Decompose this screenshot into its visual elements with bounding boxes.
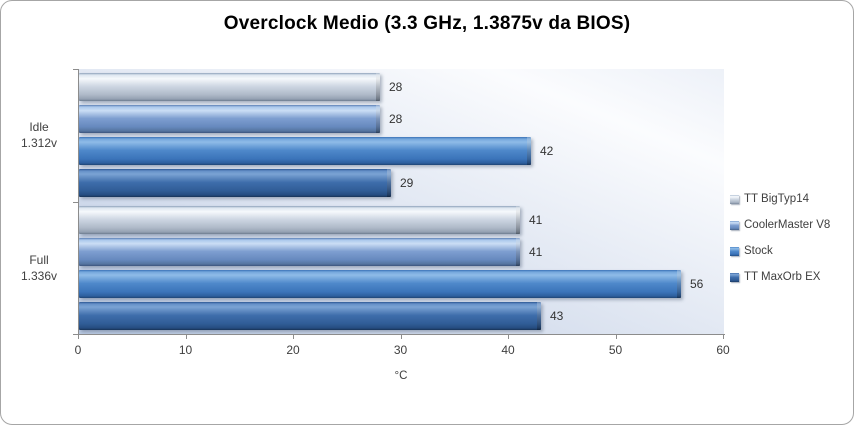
legend-marker	[730, 246, 739, 256]
x-axis-tick-label: 60	[716, 343, 730, 357]
bar-group-idle: 28 28 42 29	[79, 69, 724, 202]
legend-item-coolermaster-v8: CoolerMaster V8	[730, 219, 830, 231]
legend-marker	[730, 272, 739, 282]
bar-row: 56	[79, 269, 724, 298]
x-axis-tick-label: 20	[286, 343, 300, 357]
bar-value-label: 29	[400, 176, 414, 191]
legend-label: TT BigTyp14	[744, 193, 809, 205]
bar-value-label: 42	[540, 144, 554, 159]
bar-tt-maxorb-ex	[79, 301, 541, 330]
x-axis-tick-label: 10	[178, 343, 193, 357]
legend-label: CoolerMaster V8	[744, 219, 831, 231]
y-axis-tick	[73, 334, 78, 335]
bar-row: 42	[79, 137, 724, 166]
bar-row: 41	[79, 237, 724, 266]
x-axis-tick	[615, 335, 617, 339]
x-axis-title: °C	[394, 370, 408, 382]
legend-item-tt-bigtyp14: TT BigTyp14	[730, 193, 830, 205]
bar-value-label: 41	[529, 244, 543, 259]
category-label-idle: Idle 1.312v	[3, 119, 75, 151]
category-label-line: Idle	[29, 120, 49, 134]
bar-row: 28	[79, 105, 724, 134]
legend-item-tt-maxorb-ex: TT MaxOrb EX	[730, 271, 830, 283]
bar-stock	[79, 137, 531, 166]
bar-stock	[79, 269, 681, 298]
legend-label: TT MaxOrb EX	[744, 271, 821, 283]
bar-row: 29	[79, 169, 724, 198]
x-axis-tick-label: 30	[393, 343, 408, 357]
bar-value-label: 56	[690, 276, 704, 291]
bar-row: 41	[79, 205, 724, 234]
x-axis-tick	[185, 335, 187, 339]
bar-group-full: 41 41 56 43	[79, 202, 724, 335]
legend-marker	[730, 194, 739, 204]
y-axis-tick	[73, 69, 78, 70]
category-label-line: 1.336v	[20, 269, 58, 283]
y-axis-tick	[73, 202, 78, 203]
x-axis-tick-label: 50	[608, 343, 623, 357]
bar-tt-bigtyp14	[79, 73, 380, 102]
x-axis-line	[78, 334, 725, 335]
bars-layer: 28 28 42 29 41 41 56 43	[79, 69, 724, 334]
category-label-line: Full	[29, 253, 49, 267]
bar-row: 43	[79, 301, 724, 330]
x-axis-tick	[293, 335, 294, 339]
x-axis-tick-label: 0	[74, 343, 82, 357]
legend-marker	[730, 220, 739, 230]
x-axis-tick	[508, 335, 509, 339]
bar-value-label: 28	[389, 112, 403, 127]
bar-row: 28	[79, 73, 724, 102]
x-axis-tick	[78, 335, 79, 339]
x-axis-tick	[723, 335, 724, 339]
bar-value-label: 28	[389, 80, 403, 95]
category-label-line: 1.312v	[20, 136, 58, 150]
legend-label: Stock	[744, 245, 773, 257]
x-axis-tick-label: 40	[501, 343, 515, 357]
bar-tt-maxorb-ex	[79, 169, 391, 198]
legend-item-stock: Stock	[730, 245, 830, 257]
bar-value-label: 43	[550, 308, 564, 323]
bar-tt-bigtyp14	[79, 205, 520, 234]
bar-value-label: 41	[529, 212, 543, 227]
chart-title: Overclock Medio (3.3 GHz, 1.3875v da BIO…	[223, 13, 631, 34]
category-label-full: Full 1.336v	[3, 252, 75, 284]
bar-coolermaster-v8	[79, 105, 380, 134]
x-axis-tick	[400, 335, 402, 339]
bar-coolermaster-v8	[79, 237, 520, 266]
y-axis-line	[78, 69, 79, 335]
legend: TT BigTyp14 CoolerMaster V8 Stock TT MaxOrb…	[730, 193, 830, 297]
